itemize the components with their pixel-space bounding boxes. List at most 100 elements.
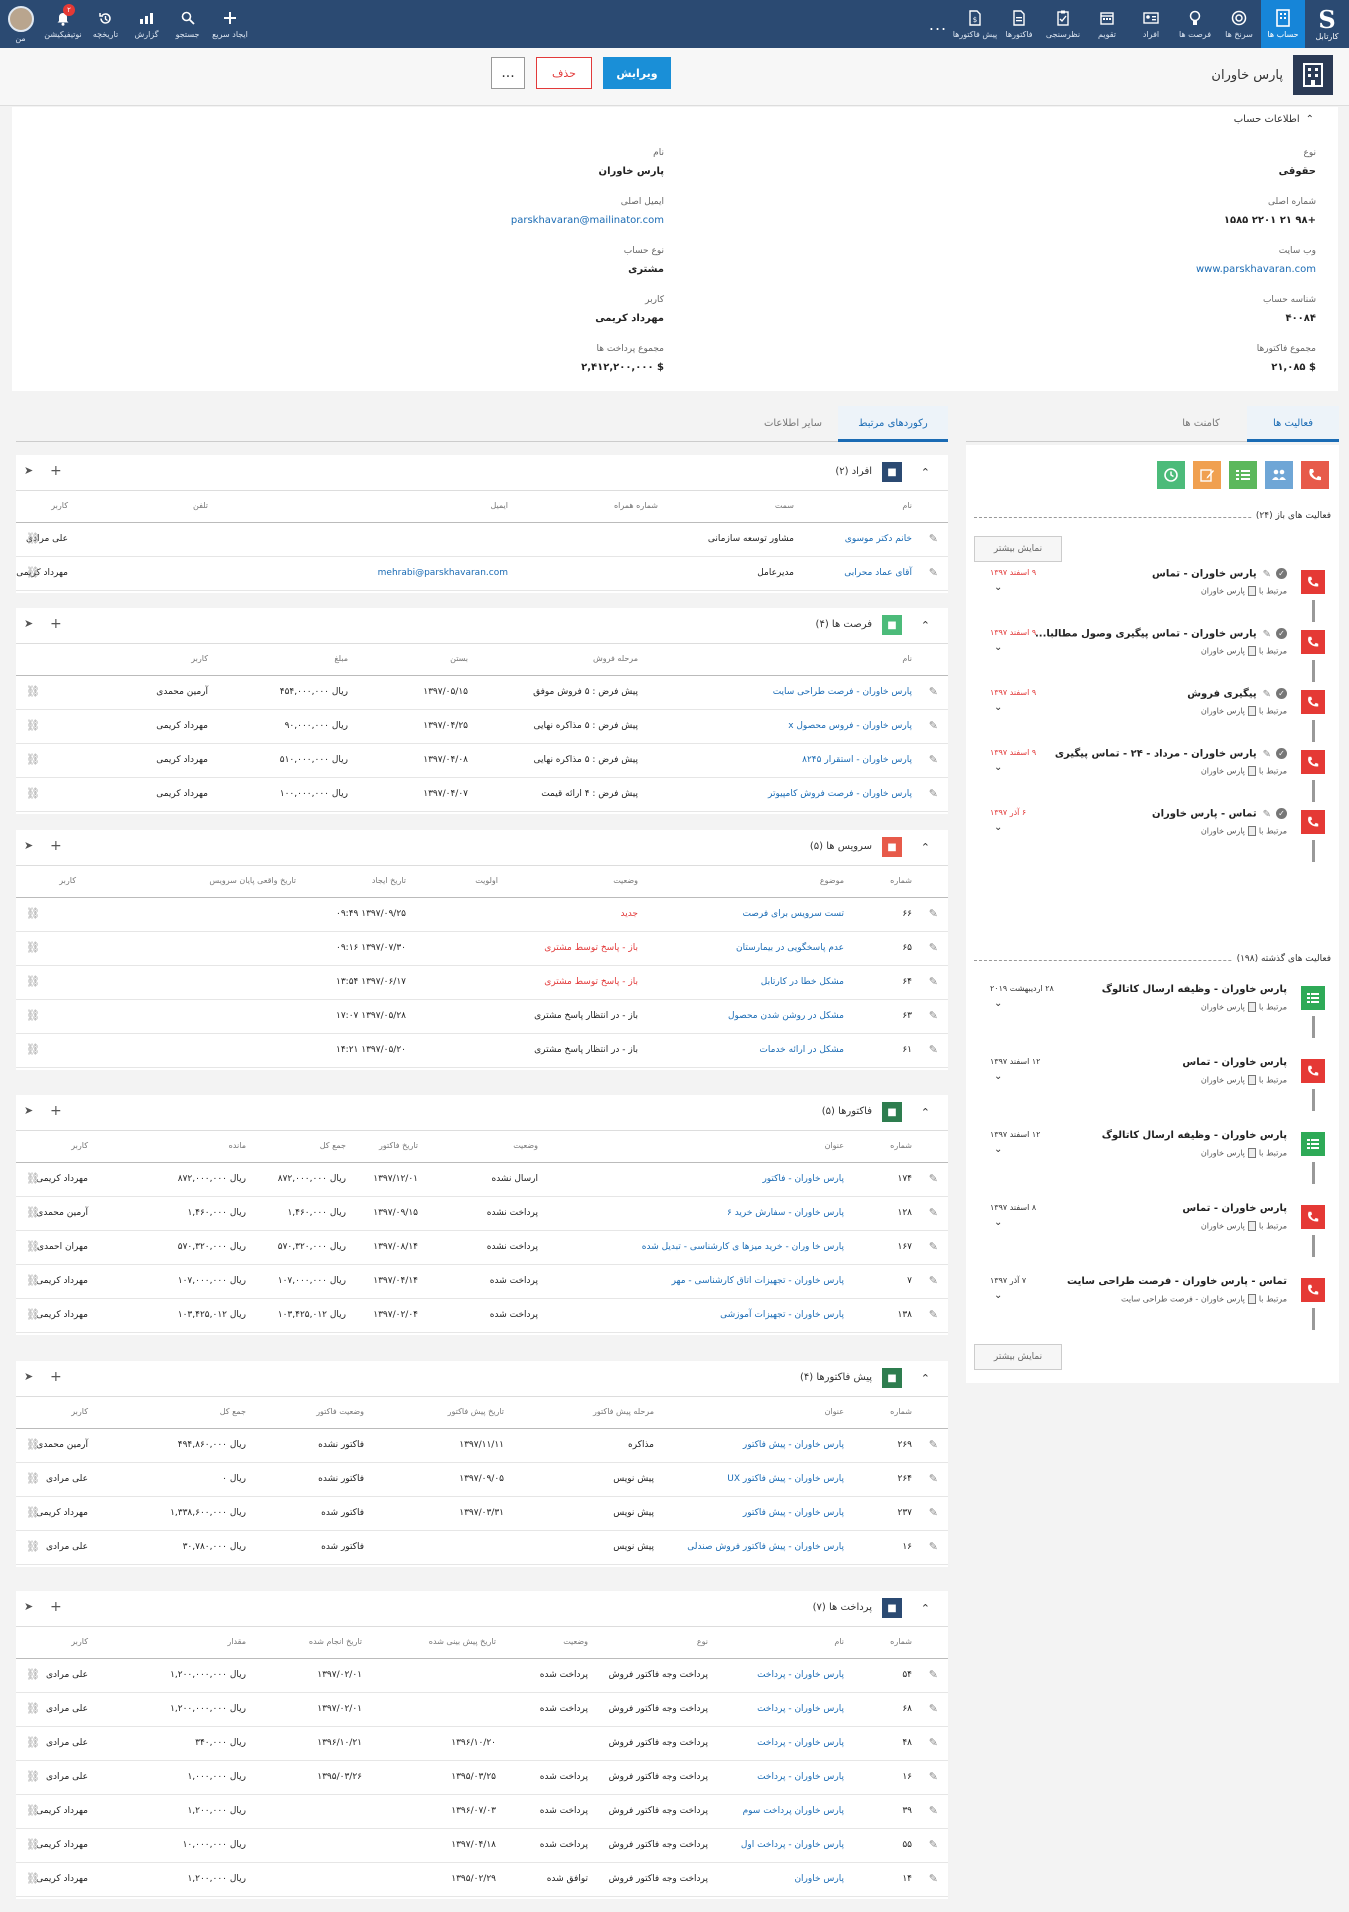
table-cell[interactable]: پارس خاوران - فرصت فروش کامپیوتر <box>768 789 912 799</box>
pencil-icon[interactable]: ✎ <box>1262 688 1271 700</box>
select-pointer-icon[interactable]: ➤ <box>24 464 34 477</box>
pencil-icon[interactable]: ✎ <box>928 1009 938 1022</box>
unlink-icon[interactable]: ⛓ <box>26 1540 40 1553</box>
column-header[interactable]: تاریخ فاکتور <box>379 1141 418 1150</box>
email-link[interactable]: parskhavaran@mailinator.com <box>510 215 664 226</box>
related-link[interactable]: پارس خاوران <box>1200 586 1245 596</box>
pencil-icon[interactable]: ✎ <box>928 1308 938 1321</box>
tab-activities[interactable]: فعالیت ها <box>1247 406 1339 442</box>
column-header[interactable]: نام <box>902 501 912 510</box>
unlink-icon[interactable]: ⛓ <box>26 787 40 800</box>
unlink-icon[interactable]: ⛓ <box>26 1506 40 1519</box>
chevron-down-icon[interactable]: ⌄ <box>994 822 1003 833</box>
nav-notifications[interactable]: ۲ نوتیفیکیشن <box>41 0 85 48</box>
pencil-icon[interactable]: ✎ <box>928 975 938 988</box>
more-actions-button[interactable]: ... <box>491 57 525 89</box>
nav-more-button[interactable]: ... <box>928 14 948 34</box>
related-link[interactable]: پارس خاوران <box>1200 1002 1245 1012</box>
column-header[interactable]: عنوان <box>824 1407 844 1416</box>
unlink-icon[interactable]: ⛓ <box>26 1172 40 1185</box>
unlink-icon[interactable]: ⛓ <box>26 1702 40 1715</box>
pencil-icon[interactable]: ✎ <box>928 1540 938 1553</box>
column-header[interactable]: نام <box>834 1637 844 1646</box>
table-cell[interactable]: پارس خاوران - پیش فاکتور UX <box>727 1474 844 1484</box>
related-link[interactable]: پارس خاوران <box>1200 766 1245 776</box>
column-header[interactable]: جمع کل <box>219 1407 246 1416</box>
table-cell[interactable]: پارس خاوران - سفارش خرید ۶ <box>726 1208 844 1218</box>
activity-title[interactable]: ✓ ✎ پیگیری فروش <box>1187 688 1287 700</box>
pencil-icon[interactable]: ✎ <box>928 1043 938 1056</box>
unlink-icon[interactable]: ⛓ <box>26 1009 40 1022</box>
pencil-icon[interactable]: ✎ <box>928 1274 938 1287</box>
activity-item[interactable]: تماس - پارس خاوران - فرصت طراحی سایت مرتب… <box>974 1272 1331 1332</box>
column-header[interactable]: شماره <box>890 1141 912 1150</box>
chevron-up-icon[interactable]: ⌃ <box>920 1106 930 1119</box>
activity-item[interactable]: پارس خاوران - تماس مرتبط با پارس خاوران ۸ ا… <box>974 1199 1331 1259</box>
select-pointer-icon[interactable]: ➤ <box>24 1600 34 1613</box>
unlink-icon[interactable]: ⛓ <box>26 532 40 545</box>
select-pointer-icon[interactable]: ➤ <box>24 839 34 852</box>
pencil-icon[interactable]: ✎ <box>928 1668 938 1681</box>
task-list-icon[interactable] <box>1229 461 1257 489</box>
pencil-icon[interactable]: ✎ <box>1262 568 1271 580</box>
unlink-icon[interactable]: ⛓ <box>26 907 40 920</box>
nav-accounts[interactable]: حساب ها <box>1261 0 1305 48</box>
unlink-icon[interactable]: ⛓ <box>26 1736 40 1749</box>
column-header[interactable]: موضوع <box>819 876 844 885</box>
column-header[interactable]: تاریخ انجام شده <box>308 1637 362 1646</box>
add-icon[interactable]: + <box>50 1369 62 1385</box>
column-header[interactable]: مقدار <box>227 1637 246 1646</box>
column-header[interactable]: کاربر <box>71 1637 88 1646</box>
table-cell[interactable]: پارس خاوران - استقرار ۸۲۴۵ <box>802 755 912 765</box>
column-header[interactable]: کاربر <box>71 1407 88 1416</box>
nav-invoices[interactable]: فاکتورها <box>997 0 1041 48</box>
activity-title[interactable]: پارس خاوران - وظیفه ارسال کاتالوگ <box>1102 984 1287 995</box>
unlink-icon[interactable]: ⛓ <box>26 566 40 579</box>
tab-other-info[interactable]: سایر اطلاعات <box>763 418 823 429</box>
table-cell[interactable]: پارس خاوران - پیش فاکتور <box>742 1508 844 1518</box>
check-circle-icon[interactable]: ✓ <box>1276 808 1287 819</box>
pencil-icon[interactable]: ✎ <box>928 1472 938 1485</box>
table-cell[interactable]: پارس خاوران - فروس محصول x <box>788 721 912 731</box>
nav-dashboard[interactable]: S کارتابل <box>1305 0 1349 48</box>
related-link[interactable]: پارس خاوران <box>1200 1075 1245 1085</box>
unlink-icon[interactable]: ⛓ <box>26 1872 40 1885</box>
edit-button[interactable]: ویرایش <box>603 57 671 89</box>
pencil-icon[interactable]: ✎ <box>928 1506 938 1519</box>
table-cell[interactable]: پارس خاوران - فرصت طراحی سایت <box>772 687 912 697</box>
chevron-up-icon[interactable]: ⌃ <box>920 466 930 479</box>
activity-title[interactable]: پارس خاوران - تماس <box>1182 1057 1287 1068</box>
check-circle-icon[interactable]: ✓ <box>1276 628 1287 639</box>
unlink-icon[interactable]: ⛓ <box>26 1274 40 1287</box>
unlink-icon[interactable]: ⛓ <box>26 1838 40 1851</box>
unlink-icon[interactable]: ⛓ <box>26 685 40 698</box>
column-header[interactable]: کاربر <box>191 654 208 663</box>
check-circle-icon[interactable]: ✓ <box>1276 688 1287 699</box>
pencil-icon[interactable]: ✎ <box>928 566 938 579</box>
activity-title[interactable]: تماس - پارس خاوران - فرصت طراحی سایت <box>1067 1276 1287 1287</box>
unlink-icon[interactable]: ⛓ <box>26 719 40 732</box>
nav-search[interactable]: جستجو <box>167 0 208 48</box>
select-pointer-icon[interactable]: ➤ <box>24 1104 34 1117</box>
note-edit-icon[interactable] <box>1193 461 1221 489</box>
chevron-down-icon[interactable]: ⌄ <box>994 582 1003 593</box>
nav-quick-create[interactable]: ایجاد سریع <box>208 0 252 48</box>
chevron-down-icon[interactable]: ⌄ <box>994 1290 1003 1301</box>
pencil-icon[interactable]: ✎ <box>928 532 938 545</box>
nav-me[interactable]: من <box>0 0 41 48</box>
column-header[interactable]: وضعیت فاکتور <box>316 1407 364 1416</box>
pencil-icon[interactable]: ✎ <box>928 719 938 732</box>
add-icon[interactable]: + <box>50 1103 62 1119</box>
activity-title[interactable]: ✓ ✎ پارس خاوران - تماس پیگیری وصول مطالبا.… <box>1035 628 1287 640</box>
column-header[interactable]: مانده <box>228 1141 246 1150</box>
column-header[interactable]: جمع کل <box>319 1141 346 1150</box>
activity-item[interactable]: ✓ ✎ پارس خاوران - تماس مرتبط با پارس خاوران ۹… <box>974 564 1331 624</box>
chevron-down-icon[interactable]: ⌄ <box>994 998 1003 1009</box>
tab-comments[interactable]: کامنت ها <box>1182 418 1220 429</box>
chevron-down-icon[interactable]: ⌄ <box>994 702 1003 713</box>
column-header[interactable]: عنوان <box>824 1141 844 1150</box>
column-header[interactable]: شماره <box>890 876 912 885</box>
column-header[interactable]: وضعیت <box>613 876 638 885</box>
table-cell[interactable]: پارس خاوران <box>794 1874 844 1884</box>
table-cell[interactable]: پارس خا وران - خرید میزها ی کارشناسی - ت… <box>641 1242 844 1252</box>
